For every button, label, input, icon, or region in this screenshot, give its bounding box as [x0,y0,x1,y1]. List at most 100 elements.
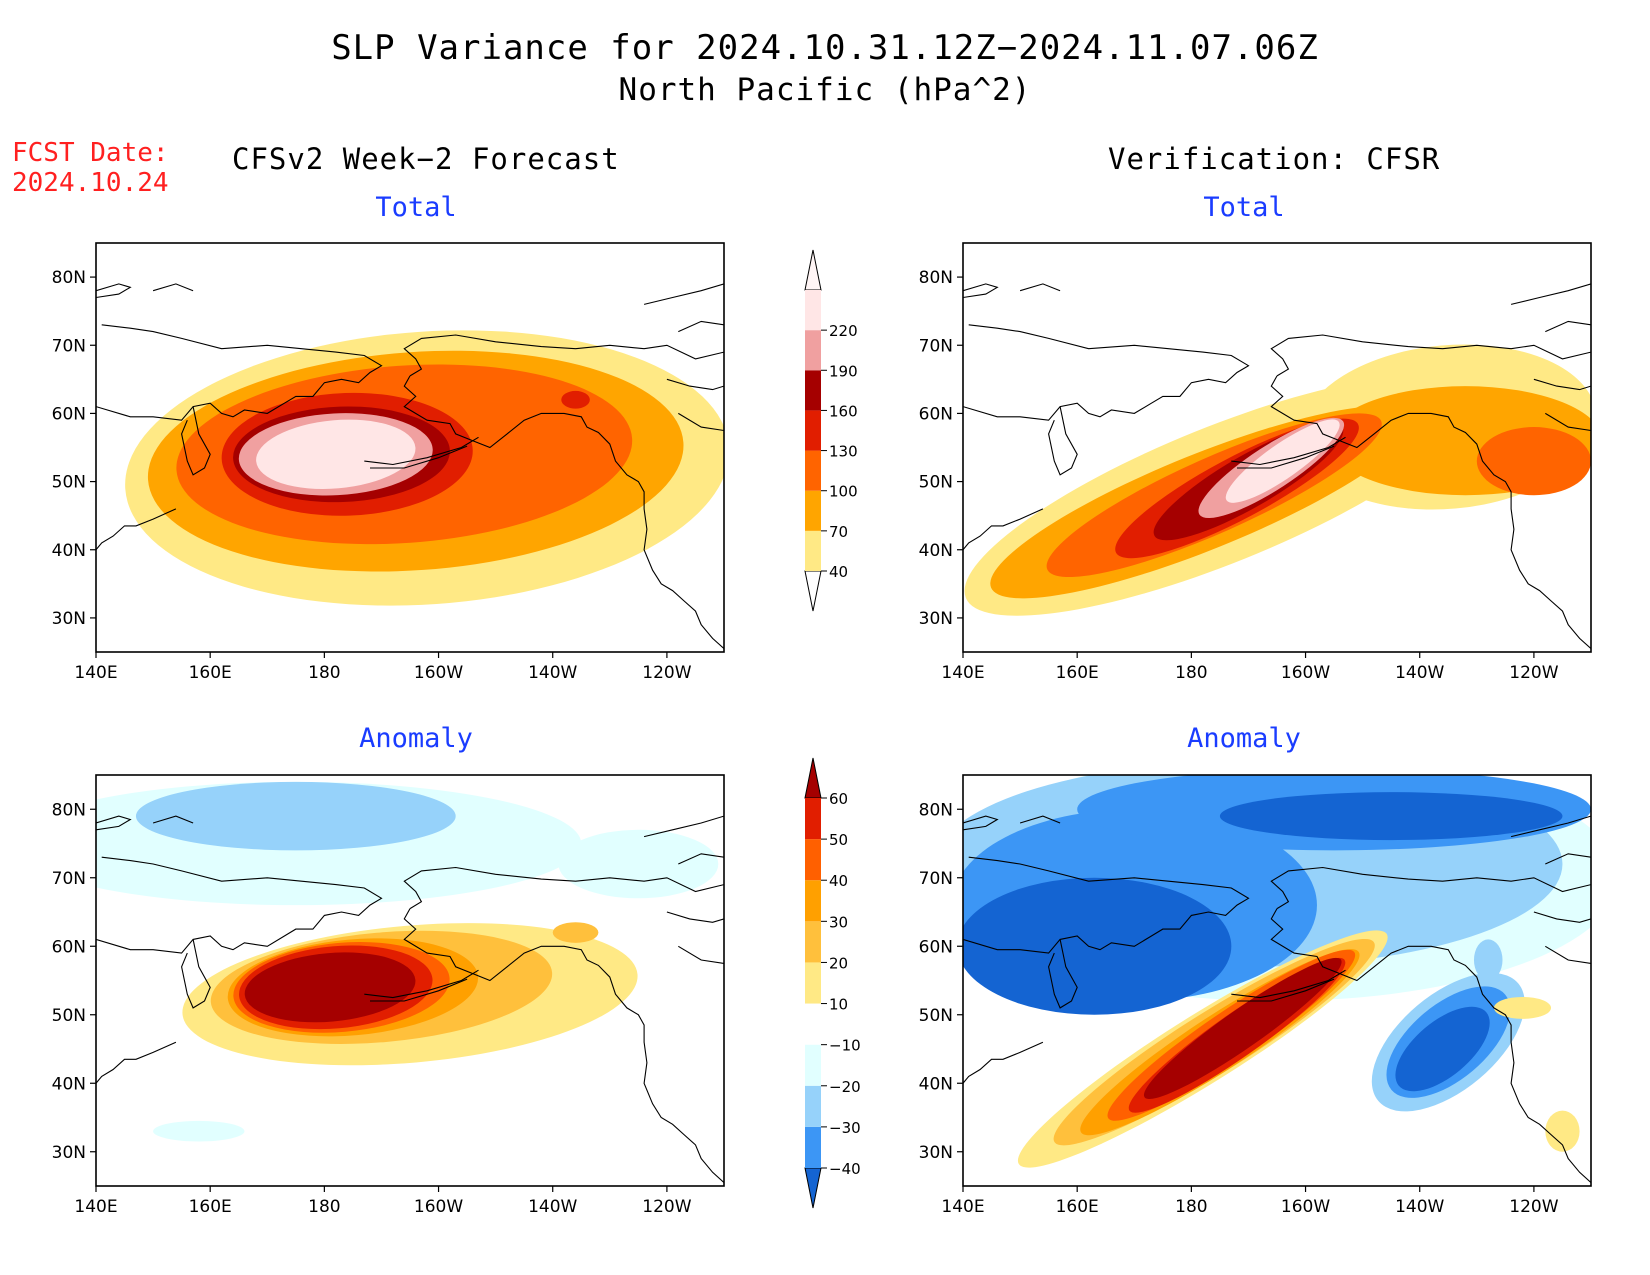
coastline [1533,378,1591,391]
lon-label: 140W [1395,1197,1444,1217]
lon-label: 160W [414,663,463,683]
lon-label: 140E [941,663,984,683]
coastline [364,969,479,999]
coastline [96,1041,177,1084]
coastline [1533,911,1591,923]
coastline [963,283,999,299]
coastline [96,508,177,551]
fcst-date-value: 2024.10.24 [12,168,169,198]
coastline [1231,969,1346,999]
coastline [1510,815,1591,838]
lat-label: 70N [52,869,86,889]
forecast-anomaly-subtitle: Anomaly [359,723,473,754]
coastline [1048,939,1078,1009]
lat-label: 80N [52,268,86,288]
coastline [678,853,724,865]
main-title: SLP Variance for 2024.10.31.12Z−2024.11.… [331,28,1319,68]
verification-anomaly-contour--40 [963,877,1232,1015]
coastline [181,406,211,476]
forecast-anomaly-contour-20 [552,922,599,943]
total-colorbar-label: 70 [829,523,848,541]
coastline [1270,866,1591,910]
forecast-total-contour-130 [561,390,590,409]
lon-label: 160E [1056,663,1099,683]
verification-anomaly-plot [963,775,1591,1186]
coastline [1231,436,1346,466]
anomaly-colorbar-box [805,839,821,881]
coastline [666,378,724,391]
lat-label: 60N [919,937,953,957]
lat-label: 50N [52,473,86,493]
lon-label: 160E [1056,1197,1099,1217]
coastline [643,283,724,305]
coastline [1270,375,1591,650]
verification-column-header: Verification: CFSR [1108,142,1441,176]
coastline [96,283,132,299]
lon-label: 140E [941,1197,984,1217]
lat-label: 30N [52,609,86,629]
coastline [96,856,383,954]
lat-label: 30N [919,609,953,629]
verification-anomaly-contour--40 [1219,792,1563,841]
coastline [1510,283,1591,305]
coastline [96,815,132,831]
verification-total-contour-100 [1476,427,1591,496]
anomaly-colorbar-label: 60 [829,790,848,808]
fcst-date-label: FCST Date: [12,138,169,168]
total-colorbar-box [805,370,821,411]
lon-label: 160W [414,1197,463,1217]
verification-anomaly-contour--40 [1395,1006,1490,1092]
anomaly-colorbar-box [805,1085,821,1127]
forecast-anomaly-contour--20 [135,781,456,851]
verification-anomaly-contour-10 [1493,996,1552,1019]
lon-label: 160W [1281,663,1330,683]
lon-label: 180 [308,663,340,683]
lon-label: 160E [189,663,232,683]
coastline [963,324,1250,421]
main-subtitle: North Pacific (hPa^2) [618,72,1032,108]
verification-anomaly-frame [962,774,1592,1187]
lat-label: 80N [919,268,953,288]
coastline [678,320,724,333]
coastline [1545,320,1591,333]
coastline [1545,412,1591,432]
anomaly-colorbar-box [805,798,821,840]
coastline [364,436,479,466]
anomaly-colorbar-label: −10 [829,1037,861,1055]
lat-label: 40N [919,1074,953,1094]
total-colorbar-box [805,530,821,571]
anomaly-colorbar-box [805,1044,821,1086]
lat-label: 70N [919,336,953,356]
lat-label: 30N [52,1143,86,1163]
total-colorbar-box [805,290,821,331]
forecast-column-header: CFSv2 Week−2 Forecast [232,142,620,176]
anomaly-colorbar-box [805,880,821,922]
anomaly-colorbar-extend-top [804,757,822,799]
coastline [678,412,724,432]
lat-label: 70N [52,336,86,356]
forecast-anomaly-plot [96,775,724,1186]
forecast-total-contour-220 [256,419,416,489]
forecast-anomaly-contour--10 [558,829,719,899]
lat-label: 40N [52,1074,86,1094]
coastline [1545,945,1591,964]
anomaly-colorbar-box [805,1003,821,1045]
coastline [152,283,194,292]
lon-label: 140E [74,663,117,683]
anomaly-colorbar-extend-bottom [804,1167,822,1209]
anomaly-colorbar-label: 40 [829,872,848,890]
verification-total-subtitle: Total [1203,192,1285,223]
coastline [963,815,999,831]
total-colorbar-extend-top [804,249,822,291]
verification-anomaly-contour--20 [1473,939,1503,981]
total-colorbar-label: 100 [829,483,858,501]
coastline [643,815,724,838]
coastline [181,939,211,1009]
total-colorbar-label: 130 [829,443,858,461]
coastline [1270,908,1591,1184]
total-colorbar-label: 40 [829,563,848,581]
coastline [403,908,724,1184]
lat-label: 50N [52,1006,86,1026]
lat-label: 30N [919,1143,953,1163]
